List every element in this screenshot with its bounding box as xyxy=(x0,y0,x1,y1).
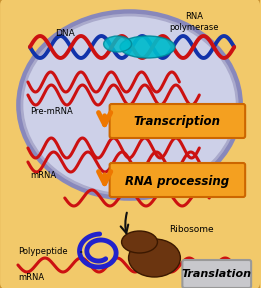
Text: mRNA: mRNA xyxy=(18,274,44,283)
Text: DNA: DNA xyxy=(55,29,75,39)
Text: RNA processing: RNA processing xyxy=(125,175,229,187)
Ellipse shape xyxy=(120,36,175,58)
Text: Translation: Translation xyxy=(181,269,251,279)
FancyBboxPatch shape xyxy=(110,163,245,197)
FancyBboxPatch shape xyxy=(182,260,251,288)
Ellipse shape xyxy=(129,239,180,277)
Text: Pre-mRNA: Pre-mRNA xyxy=(30,107,73,117)
Text: RNA
polymerase: RNA polymerase xyxy=(170,12,219,32)
FancyBboxPatch shape xyxy=(110,104,245,138)
Text: Transcription: Transcription xyxy=(134,115,221,128)
Ellipse shape xyxy=(19,12,240,198)
Ellipse shape xyxy=(22,15,237,195)
Text: Ribosome: Ribosome xyxy=(169,226,214,234)
Text: mRNA: mRNA xyxy=(30,170,56,179)
Text: Polypeptide: Polypeptide xyxy=(18,247,68,257)
Ellipse shape xyxy=(122,231,157,253)
Ellipse shape xyxy=(104,36,132,52)
